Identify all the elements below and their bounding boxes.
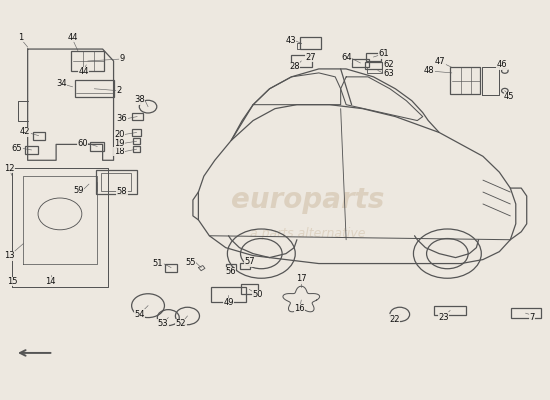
Text: 27: 27 bbox=[305, 52, 316, 62]
Text: 14: 14 bbox=[46, 277, 56, 286]
Text: 38: 38 bbox=[134, 95, 145, 104]
Text: 18: 18 bbox=[114, 147, 124, 156]
Text: 36: 36 bbox=[117, 114, 127, 123]
Text: 55: 55 bbox=[185, 258, 196, 267]
Text: 42: 42 bbox=[20, 127, 30, 136]
Bar bbox=[132, 129, 141, 136]
Bar bbox=[133, 146, 140, 152]
Bar bbox=[352, 59, 368, 67]
Text: 17: 17 bbox=[296, 274, 306, 283]
Text: 7: 7 bbox=[530, 313, 535, 322]
Bar bbox=[434, 306, 466, 315]
Text: 65: 65 bbox=[12, 144, 22, 153]
Text: 45: 45 bbox=[504, 92, 514, 101]
Text: 52: 52 bbox=[175, 320, 186, 328]
Text: 64: 64 bbox=[341, 53, 351, 62]
Bar bbox=[133, 138, 140, 144]
Text: europarts: europarts bbox=[231, 186, 384, 214]
Bar bbox=[226, 264, 236, 270]
Text: 48: 48 bbox=[424, 66, 434, 76]
Text: 49: 49 bbox=[223, 298, 234, 307]
Text: 28: 28 bbox=[289, 62, 300, 72]
Bar bbox=[101, 173, 131, 191]
Bar bbox=[72, 51, 104, 71]
Text: 2: 2 bbox=[117, 86, 122, 95]
Text: 61: 61 bbox=[378, 49, 389, 58]
Bar bbox=[510, 308, 541, 318]
Text: 23: 23 bbox=[438, 313, 449, 322]
Text: 57: 57 bbox=[245, 258, 255, 266]
Text: 15: 15 bbox=[7, 277, 18, 286]
Text: 60: 60 bbox=[77, 139, 88, 148]
Text: 9: 9 bbox=[119, 54, 124, 64]
Text: 59: 59 bbox=[73, 186, 84, 195]
Text: 62: 62 bbox=[383, 60, 394, 70]
Bar bbox=[75, 80, 113, 97]
Text: 43: 43 bbox=[285, 36, 296, 45]
Text: 47: 47 bbox=[435, 57, 446, 66]
Text: 51: 51 bbox=[153, 259, 163, 268]
Bar bbox=[240, 284, 258, 294]
Text: 54: 54 bbox=[134, 310, 145, 319]
Text: 44: 44 bbox=[67, 33, 78, 42]
Text: 20: 20 bbox=[114, 130, 124, 139]
Bar bbox=[366, 54, 381, 60]
Bar bbox=[211, 286, 246, 302]
Text: a parts alternative: a parts alternative bbox=[250, 227, 366, 240]
Text: 50: 50 bbox=[252, 290, 263, 299]
Bar bbox=[365, 62, 382, 69]
Bar bbox=[25, 146, 39, 154]
Text: 58: 58 bbox=[117, 187, 127, 196]
Bar bbox=[96, 170, 137, 194]
Text: 12: 12 bbox=[4, 164, 15, 173]
Bar bbox=[291, 56, 312, 66]
Text: 44: 44 bbox=[78, 67, 89, 76]
Text: 53: 53 bbox=[157, 320, 168, 328]
Text: 56: 56 bbox=[225, 267, 235, 276]
Bar bbox=[165, 264, 177, 272]
Bar bbox=[300, 37, 321, 50]
Text: 34: 34 bbox=[56, 79, 67, 88]
Text: 16: 16 bbox=[294, 304, 305, 313]
Text: 46: 46 bbox=[497, 60, 508, 70]
Bar bbox=[131, 113, 142, 120]
Text: 22: 22 bbox=[389, 315, 399, 324]
Bar bbox=[450, 67, 481, 94]
Text: 63: 63 bbox=[383, 69, 394, 78]
Bar bbox=[240, 263, 250, 269]
Text: 13: 13 bbox=[4, 251, 15, 260]
Text: 1: 1 bbox=[19, 33, 24, 42]
Bar bbox=[90, 142, 104, 151]
Text: 19: 19 bbox=[114, 139, 124, 148]
Bar bbox=[32, 132, 45, 140]
